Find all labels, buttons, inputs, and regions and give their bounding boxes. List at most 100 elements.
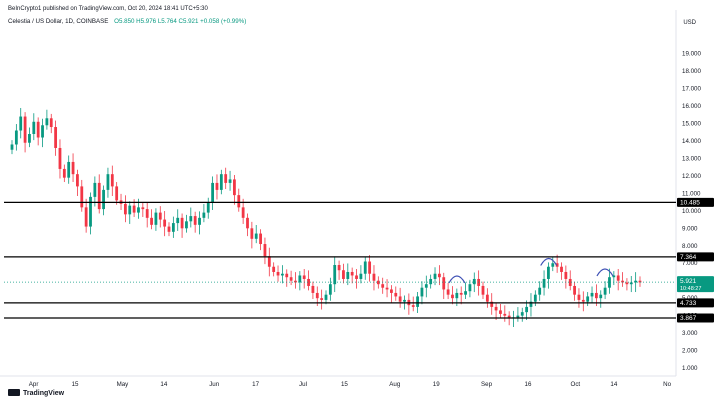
time-tick-label: 14 [160, 381, 167, 388]
currency-label: USD [683, 20, 696, 26]
candle-body [350, 271, 354, 276]
candle-body [594, 292, 598, 299]
candle-body [420, 287, 424, 297]
candle-body [333, 264, 337, 285]
candle-body [19, 116, 23, 131]
price-tick-label: 17.000 [682, 86, 701, 93]
price-tick-label: 16.000 [682, 103, 701, 110]
candle-body [403, 299, 406, 302]
pattern-arc [596, 268, 614, 277]
candle-body [629, 282, 633, 285]
tradingview-logo-icon [8, 389, 20, 396]
candle-body [398, 296, 402, 302]
candle-body [76, 174, 79, 187]
candle-body [342, 270, 345, 279]
candle-body [71, 161, 75, 175]
price-tick-label: 13.000 [682, 155, 701, 162]
level-label-box [677, 252, 714, 262]
candle-body [424, 284, 428, 288]
candle-body [41, 125, 44, 138]
candle-body [455, 292, 459, 299]
candle-body [464, 291, 467, 295]
candle-body [150, 217, 153, 225]
candle-body [211, 182, 215, 203]
price-tick-label: 7.000 [682, 260, 698, 267]
time-tick-label: Aug [389, 381, 401, 388]
price-tick-label: 1.000 [682, 365, 698, 372]
candle-body [433, 273, 437, 279]
candle-body [573, 285, 576, 295]
candle-body [542, 278, 546, 288]
candle-body [551, 263, 555, 267]
candle-body [638, 280, 642, 283]
candle-body [581, 299, 585, 302]
candle-body [442, 277, 446, 290]
level-label-box [677, 298, 714, 308]
ohlc-readout: O5.850 H5.976 L5.764 C5.921 +0.058 (+0.9… [114, 18, 247, 25]
candle-body [23, 116, 27, 143]
candle-body [54, 127, 58, 148]
candle-body [621, 280, 624, 283]
candle-body [494, 306, 498, 311]
candle-body [315, 292, 319, 299]
candle-body [472, 278, 476, 285]
candle-body [507, 315, 511, 318]
candle-body [132, 205, 136, 213]
candle-body [459, 292, 463, 295]
candle-body [250, 228, 254, 239]
candle-body [385, 287, 389, 290]
candle-body [228, 179, 232, 183]
candle-body [198, 217, 201, 225]
published-note: BeInCrypto1 published on TradingView.com… [8, 6, 208, 12]
candle-body [516, 315, 520, 318]
candle-body [634, 280, 638, 283]
candle-body [285, 273, 289, 278]
candle-body [612, 275, 616, 278]
time-tick-label: Jul [299, 381, 307, 388]
candle-body [10, 144, 14, 150]
candle-body [446, 289, 450, 295]
candle-body [490, 301, 494, 307]
candle-body [376, 280, 380, 285]
candle-body [267, 256, 271, 267]
candle-body [14, 130, 18, 145]
candle-body [324, 294, 328, 300]
candle-body [89, 196, 92, 227]
candle-body [263, 244, 267, 257]
candle-body [163, 219, 167, 227]
candle-body [311, 285, 315, 293]
time-tick-label: 15 [341, 381, 348, 388]
time-tick-label: No [663, 381, 671, 388]
candle-body [36, 121, 40, 138]
last-price-label: 5.921 [680, 278, 697, 285]
candle-body [608, 277, 611, 288]
candle-body [560, 266, 563, 272]
candle-body [394, 292, 398, 297]
candle-body [180, 217, 184, 229]
candle-body [603, 287, 607, 295]
price-tick-label: 15.000 [682, 121, 701, 128]
tradingview-logo: TradingView [8, 389, 64, 397]
candle-body [93, 182, 97, 197]
candle-body [481, 285, 485, 295]
candle-body [62, 168, 66, 178]
countdown-label: 10:48:27 [680, 286, 701, 292]
candle-body [437, 273, 441, 278]
pattern-arc [448, 275, 466, 284]
level-label: 3.867 [680, 315, 697, 322]
candle-body [154, 212, 158, 225]
candle-body [372, 273, 376, 281]
price-tick-label: 2.000 [682, 348, 698, 355]
candle-body [533, 294, 537, 302]
time-tick-label: May [117, 381, 130, 388]
candle-body [485, 294, 489, 302]
price-tick-label: 8.000 [682, 243, 698, 250]
candle-body [241, 207, 245, 218]
candle-body [416, 296, 419, 307]
candle-body [538, 287, 542, 295]
candle-body [499, 310, 502, 314]
candle-body [280, 273, 284, 276]
candle-body [346, 271, 350, 279]
time-tick-label: Jun [209, 381, 220, 388]
